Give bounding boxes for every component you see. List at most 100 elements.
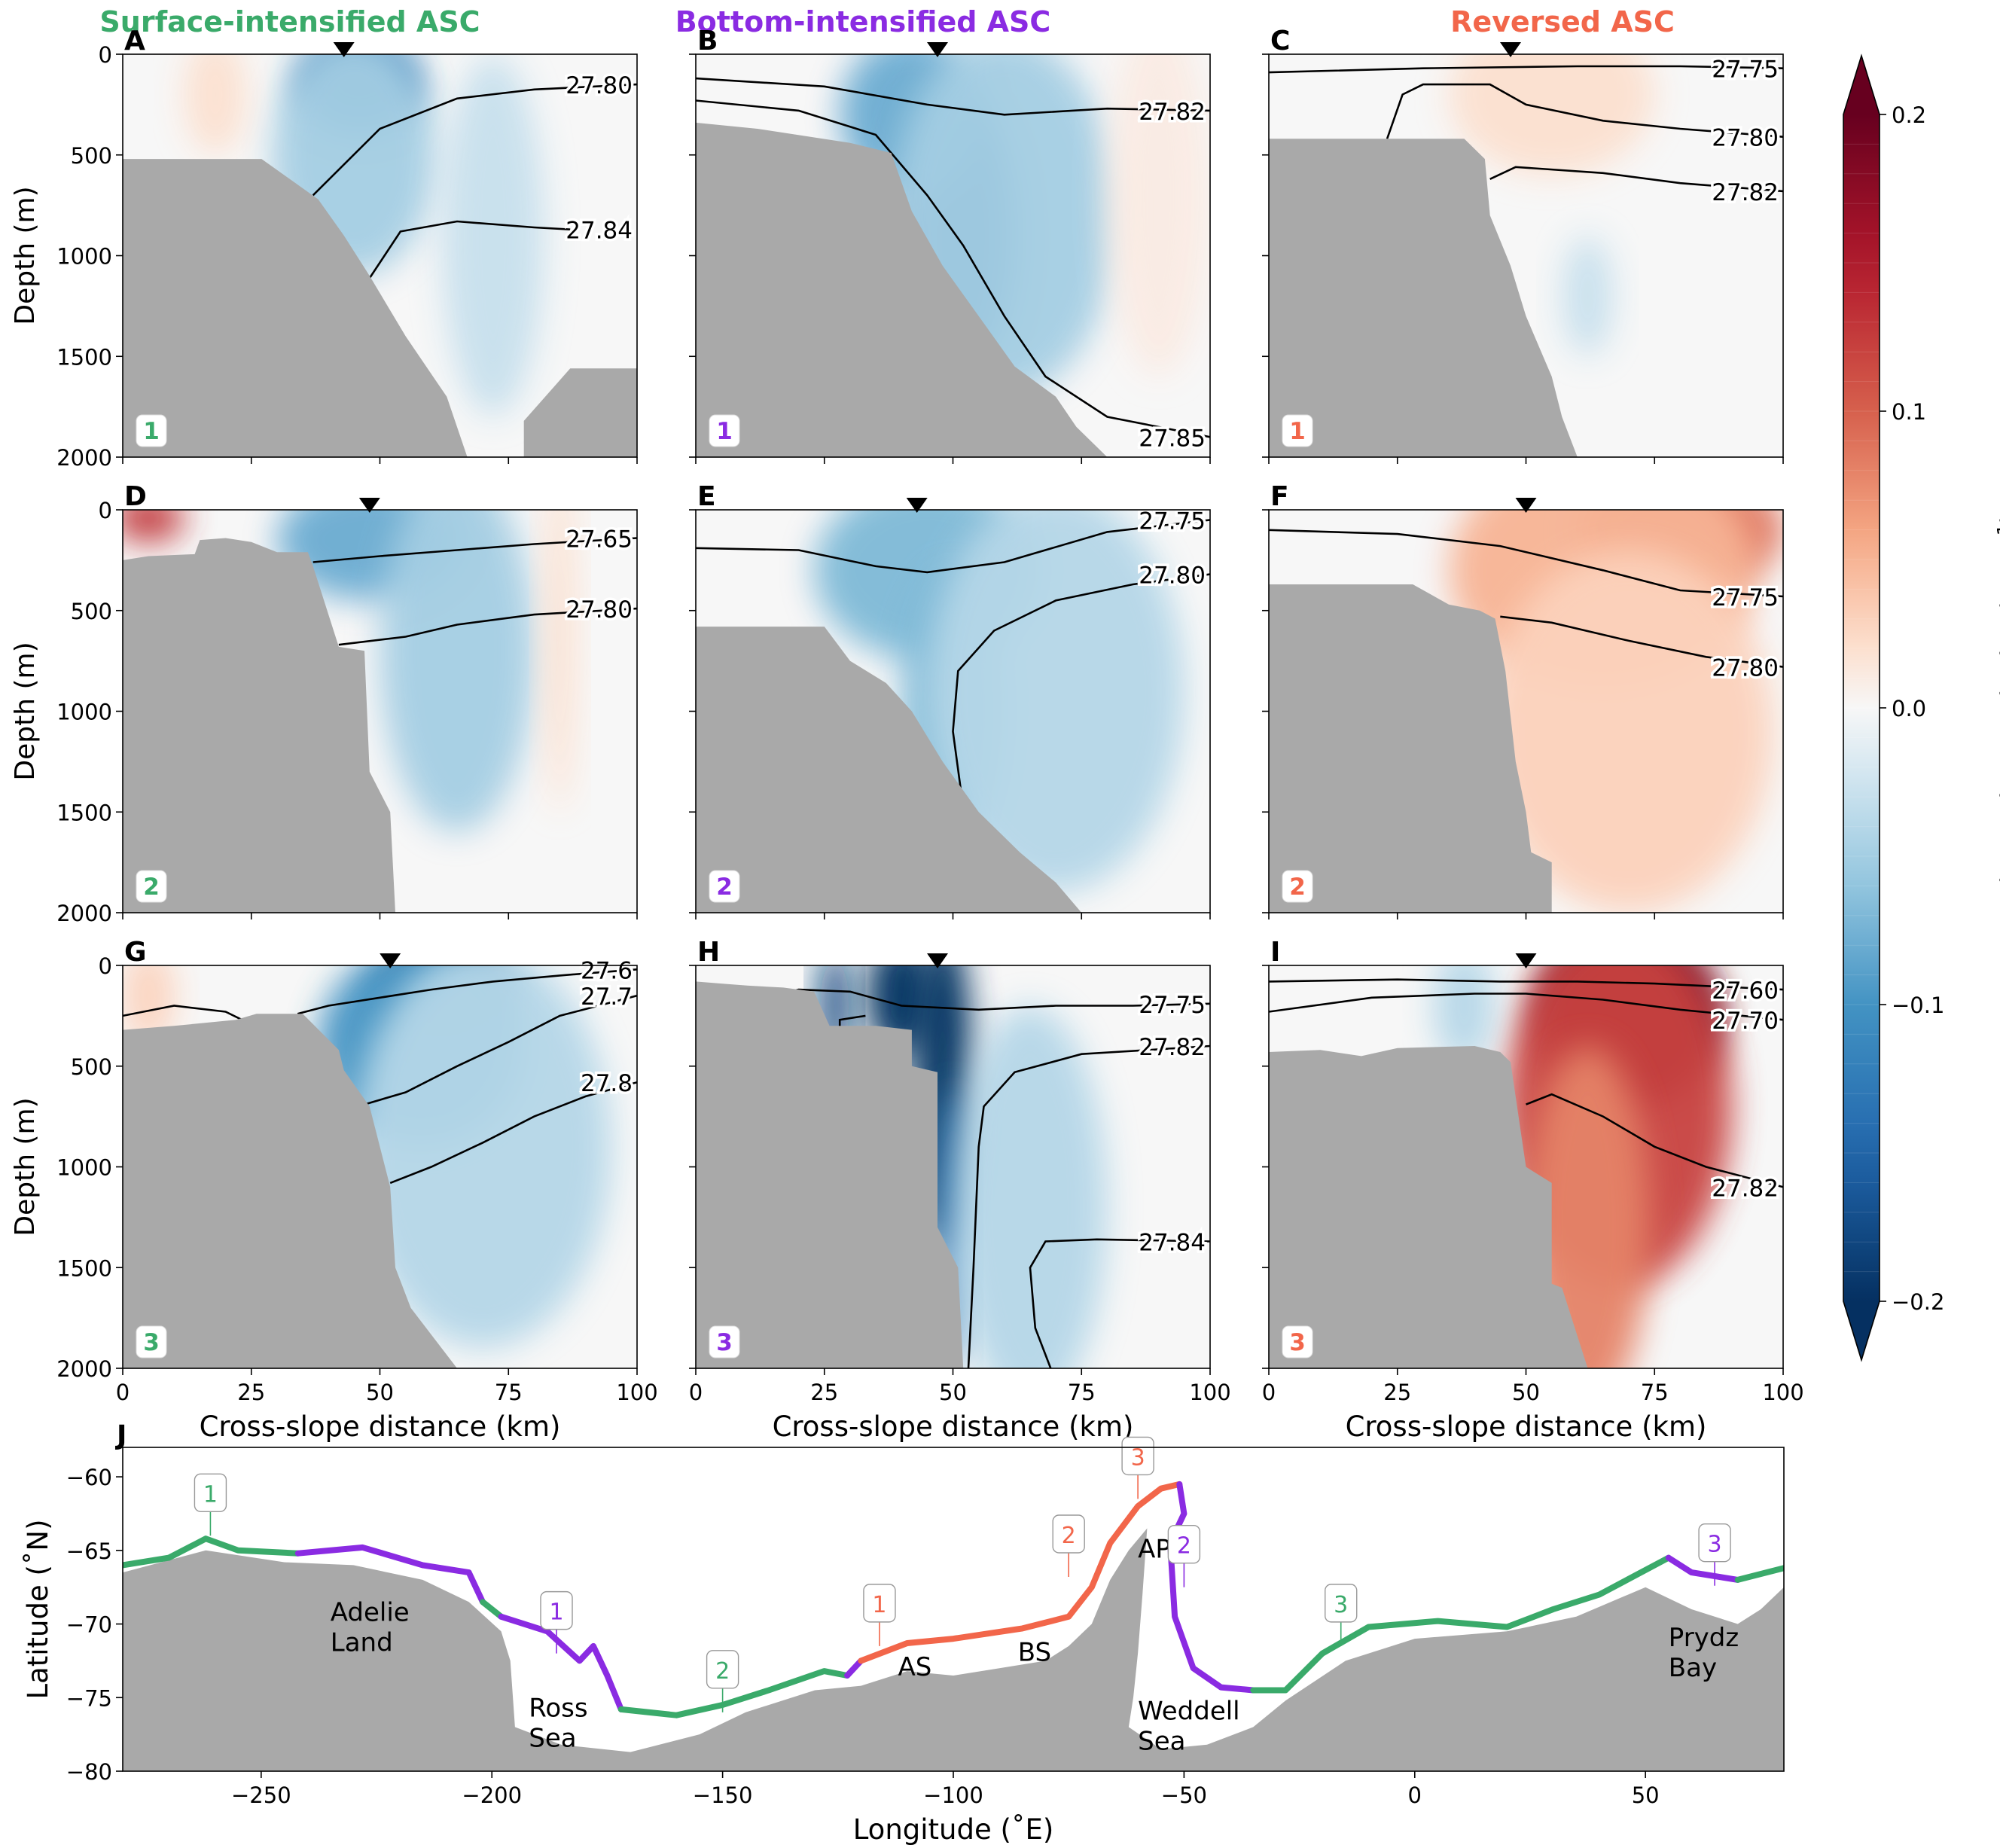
site-index: 2	[143, 874, 160, 901]
map-x-tick-label: −100	[923, 1782, 983, 1808]
asc-core-marker	[380, 953, 401, 968]
site-index: 2	[716, 874, 733, 901]
x-tick-label: 25	[237, 1380, 265, 1405]
site-badge	[136, 414, 167, 447]
colorbar-body	[1843, 114, 1880, 1301]
panel-letter: J	[114, 1420, 127, 1451]
asc-type-segment	[1250, 1554, 1672, 1694]
x-tick-label: 50	[366, 1380, 394, 1405]
bathymetry	[1269, 584, 1552, 913]
panel-field-B	[696, 54, 1210, 457]
bathymetry-ridge	[523, 368, 637, 457]
density-contour	[1386, 83, 1783, 139]
contour-label: 27.6	[581, 957, 633, 984]
panel-letter: F	[1270, 481, 1289, 512]
velocity-core	[544, 510, 576, 813]
asc-type-segment	[1734, 1565, 1784, 1583]
contour-label: 27.65	[566, 526, 633, 553]
panel-field-I	[1269, 965, 1783, 1368]
colorbar-extend-bottom	[1843, 1301, 1880, 1360]
density-contour	[967, 1044, 1210, 1368]
velocity-core	[123, 510, 184, 542]
site-label: 1	[549, 1599, 563, 1626]
y-tick-label: 0	[99, 498, 112, 523]
site-label: 2	[715, 1658, 730, 1685]
group-title-surface: Surface-intensified ASC	[99, 5, 480, 38]
contour-label: 27.84	[1139, 1229, 1206, 1256]
panel-letter: B	[697, 26, 718, 56]
density-contour	[312, 537, 637, 563]
velocity-core	[1562, 235, 1614, 357]
panel-field-H	[696, 965, 1210, 1368]
contour-label: 27.82	[1712, 179, 1779, 206]
bathymetry	[123, 538, 395, 913]
asc-core-marker	[358, 498, 380, 513]
panel-field-A	[123, 54, 637, 457]
velocity-core	[123, 965, 175, 1046]
asc-core-marker	[1515, 498, 1537, 513]
panel-H: 27.75 27.82 27.84 H 30 25 50 75 100 Cross-slope d…	[689, 937, 1231, 1443]
asc-core-marker	[906, 498, 928, 513]
region-label: Adelie	[331, 1598, 410, 1628]
map-x-tick-label: −250	[231, 1782, 291, 1808]
map-field	[123, 1447, 1784, 1771]
y-tick-label: 500	[71, 1054, 112, 1080]
y-tick-label: 1000	[56, 700, 112, 725]
bathymetry	[1269, 139, 1578, 457]
colorbar-tick-label: −0.1	[1892, 993, 1944, 1018]
y-tick-label: 2000	[56, 901, 112, 926]
y-tick-label: 0	[99, 953, 112, 979]
panel-I: 27.60 27.70 27.82 I 30 25 50 75 100 Cross-slope d…	[1262, 937, 1804, 1443]
region-label: Prydz	[1669, 1623, 1739, 1653]
x-tick-label: 0	[1262, 1380, 1276, 1405]
asc-type-segment	[617, 1668, 851, 1718]
site-box	[1167, 1524, 1201, 1564]
site-label: 2	[1177, 1533, 1191, 1560]
velocity-core	[441, 54, 545, 417]
site-index: 1	[143, 418, 160, 445]
velocity-core	[927, 510, 1184, 893]
velocity-core	[1107, 54, 1210, 377]
asc-type-segment	[858, 1481, 1183, 1664]
x-tick-label: 100	[1762, 1380, 1803, 1405]
bathymetry	[696, 981, 964, 1368]
contour-label: 27.70	[1712, 1008, 1779, 1035]
x-tick-label: 75	[495, 1380, 523, 1405]
contour-label: 27.82	[1139, 99, 1206, 126]
region-label: Bay	[1669, 1653, 1717, 1683]
site-box	[706, 1650, 739, 1689]
map-y-tick-label: −75	[66, 1685, 112, 1711]
site-label: 3	[1131, 1444, 1145, 1471]
panel-letter: H	[697, 937, 720, 968]
site-label: 1	[203, 1481, 218, 1508]
density-contour	[696, 519, 1210, 574]
panel-D: 27.65 27.80 D 2 0 500 1000 1500 2000 Depth (m)	[10, 481, 638, 926]
density-contour	[1489, 166, 1783, 193]
velocity-core	[354, 965, 611, 1349]
site-box	[194, 1473, 227, 1512]
region-label: BS	[1018, 1637, 1051, 1667]
x-tick-label: 100	[616, 1380, 657, 1405]
y-tick-label: 1500	[56, 344, 112, 370]
group-title-reversed: Reversed ASC	[1450, 5, 1675, 38]
asc-type-segment	[1665, 1554, 1741, 1583]
site-badge	[1282, 1325, 1313, 1359]
velocity-core	[380, 510, 535, 832]
panel-field-G	[123, 965, 637, 1368]
contour-label: 27.80	[566, 72, 633, 99]
site-index: 3	[716, 1329, 733, 1356]
y-tick-label: 2000	[56, 1356, 112, 1382]
contour-label: 27.80	[566, 596, 633, 624]
site-label: 2	[1062, 1523, 1076, 1549]
site-badge	[136, 870, 167, 903]
asc-core-marker	[1500, 42, 1522, 57]
bathymetry	[696, 122, 1108, 457]
site-label: 3	[1708, 1532, 1722, 1558]
density-contour	[1269, 529, 1783, 598]
x-tick-label: 100	[1189, 1380, 1230, 1405]
contour-label: 27.7	[581, 983, 633, 1011]
contour-label: 27.75	[1712, 56, 1779, 84]
site-badge	[1282, 870, 1313, 903]
